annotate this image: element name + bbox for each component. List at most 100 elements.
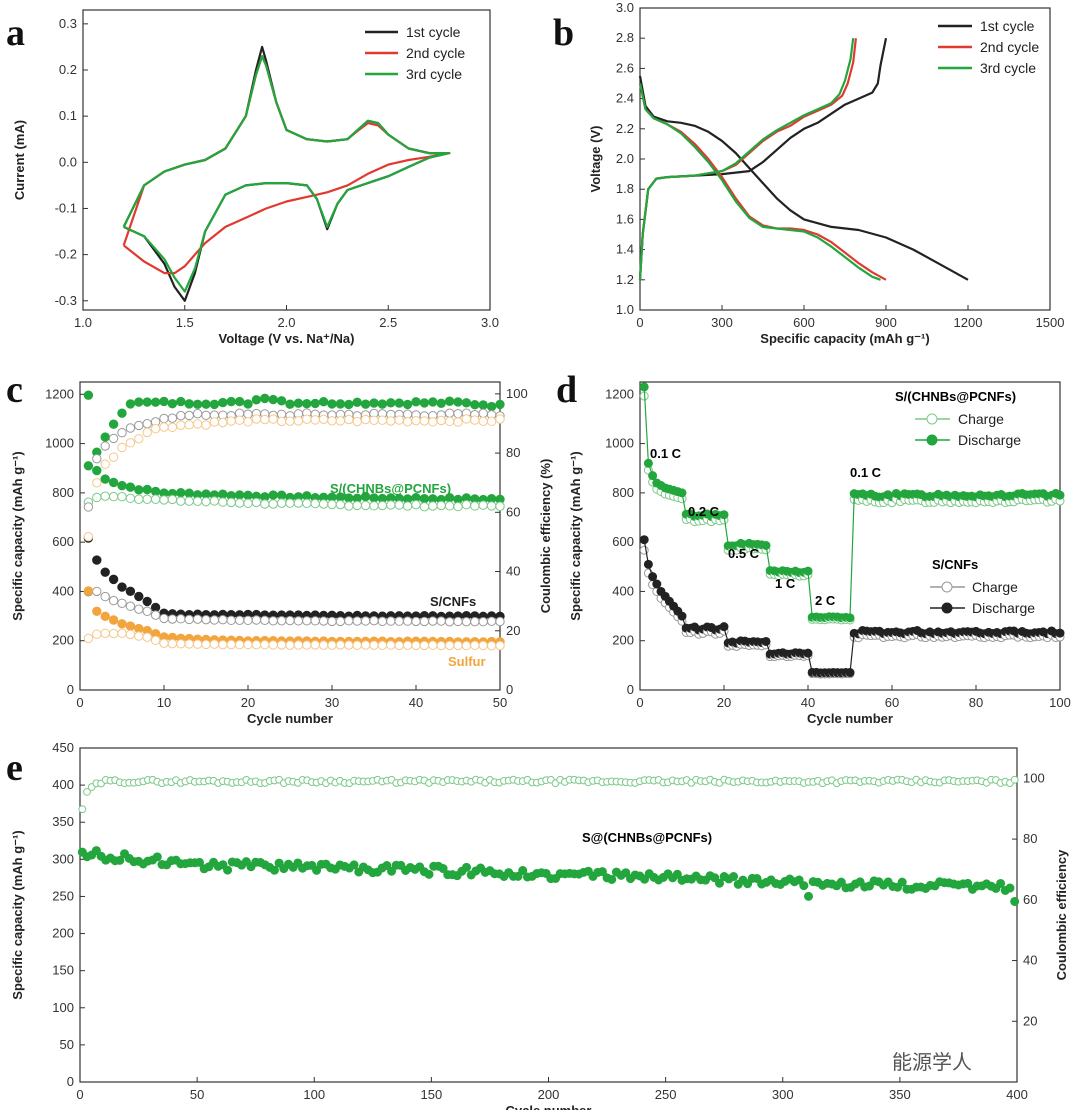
panel-e-y-tick-label: 50 xyxy=(60,1037,74,1052)
panel-c-point xyxy=(428,616,438,626)
panel-c-point xyxy=(125,438,136,448)
panel-c-point xyxy=(100,567,110,577)
panel-c-point xyxy=(83,532,94,542)
panel-c-point xyxy=(461,414,472,424)
panel-c-point xyxy=(411,499,421,510)
panel-c-point xyxy=(377,616,388,627)
panel-c-point xyxy=(444,416,455,427)
panel-e-label: S@(CHNBs@PCNFs) xyxy=(582,830,712,845)
panel-a-line-2nd-cycle xyxy=(122,55,451,275)
panel-c-point xyxy=(478,617,488,627)
panel-c-plot-frame xyxy=(79,381,501,691)
panel-e-capacity-point xyxy=(1010,896,1020,906)
panel-e-capacity-point xyxy=(794,875,804,885)
panel-c-y-tick-label: 400 xyxy=(52,583,74,598)
panel-b-x-tick-label: 0 xyxy=(636,315,643,330)
panel-e-capacity-point xyxy=(387,866,397,876)
panel-b-charge-3rd-cycle xyxy=(638,38,855,280)
panel-c-point xyxy=(201,496,211,507)
panel-e-capacity-point xyxy=(312,865,322,875)
panel-c-point xyxy=(108,628,119,639)
panel-c-y2-tick-label: 80 xyxy=(506,445,520,460)
panel-c-point xyxy=(218,497,228,507)
panel-e-ce-series xyxy=(78,775,1019,814)
panel-c-point xyxy=(293,498,304,508)
panel-c-point xyxy=(436,640,446,651)
panel-c-point xyxy=(335,640,346,650)
panel-c-point xyxy=(276,498,287,508)
panel-c-point xyxy=(419,416,430,426)
panel-b-x-tick-label: 300 xyxy=(711,315,733,330)
panel-c-point xyxy=(83,633,94,644)
panel-c-point xyxy=(369,501,379,511)
panel-c-point xyxy=(285,498,295,508)
panel-c-point xyxy=(310,398,320,409)
panel-c-point xyxy=(453,417,463,427)
panel-c-point xyxy=(159,638,169,648)
panel-c-point xyxy=(209,615,220,625)
panel-a-legend-label: 2nd cycle xyxy=(406,45,465,61)
panel-e-y2-axis-label: Coulombic efficiency xyxy=(1054,849,1069,981)
panel-c-point xyxy=(335,399,346,409)
panel-d-y-tick-label: 1000 xyxy=(605,436,634,451)
panel-c-point xyxy=(134,494,144,504)
panel-c-point xyxy=(251,414,262,424)
panel-c-y2-tick-label: 20 xyxy=(506,623,520,638)
panel-a-y-tick-label: 0.1 xyxy=(59,108,77,123)
panel-d-legend-label: Discharge xyxy=(958,432,1021,448)
panel-a-axes: 1.0 1.5 2.0 2.5 3.0 -0.3 -0.2 -0.1 0.0 0.1 0.2 0.3 V… xyxy=(12,9,499,346)
panel-c-point xyxy=(125,601,136,611)
panel-b-letter: b xyxy=(553,12,574,54)
panel-d-legend-marker xyxy=(926,434,938,446)
panel-c-point xyxy=(486,641,497,651)
panel-c-point xyxy=(344,616,354,626)
panel-c-point xyxy=(335,416,346,426)
panel-c-point xyxy=(108,491,119,502)
panel-e-capacity-point xyxy=(799,881,809,891)
panel-c-point xyxy=(318,640,329,650)
panel-d-cnfs-discharge-line xyxy=(643,539,1060,674)
panel-c-point xyxy=(92,606,102,616)
panel-e-y2-tick-label: 40 xyxy=(1023,953,1037,968)
panel-e-y2-tick-label: 60 xyxy=(1023,892,1037,907)
panel-c-point xyxy=(125,423,136,433)
panel-d-rate-label: 0.1 C xyxy=(850,465,882,480)
panel-c-point xyxy=(453,397,463,407)
panel-a-legend-label: 1st cycle xyxy=(406,24,461,40)
panel-c-point xyxy=(117,628,127,638)
panel-c-point xyxy=(268,499,278,509)
panel-c-point xyxy=(293,616,304,626)
panel-b-legend-label: 1st cycle xyxy=(980,18,1035,34)
panel-e-capacity-point xyxy=(715,878,725,888)
panel-e-x-tick-label: 350 xyxy=(889,1087,911,1102)
panel-c-point xyxy=(125,586,136,597)
panel-c-point xyxy=(318,616,329,626)
panel-c-point xyxy=(218,397,228,408)
panel-c-point xyxy=(394,415,404,425)
panel-e-capacity-point xyxy=(462,862,472,872)
panel-c-point xyxy=(108,433,119,444)
panel-e-y-tick-label: 250 xyxy=(52,888,74,903)
panel-a-letter: a xyxy=(6,12,25,54)
panel-c-point xyxy=(100,441,110,451)
panel-c-point xyxy=(360,616,371,626)
panel-c-point xyxy=(444,617,455,627)
panel-c-point xyxy=(369,640,379,650)
panel-c-point xyxy=(419,616,430,627)
panel-c-point xyxy=(377,399,388,409)
panel-c-point xyxy=(184,614,194,625)
panel-c-point xyxy=(419,398,430,408)
panel-c-y-axis-label: Specific capacity (mAh g⁻¹) xyxy=(10,451,25,620)
panel-c-point xyxy=(218,614,228,625)
panel-e-capacity-point xyxy=(897,877,907,887)
panel-c-point xyxy=(108,452,119,462)
panel-c-point xyxy=(302,640,312,650)
panel-e-capacity-point xyxy=(269,865,279,875)
panel-c-point xyxy=(285,615,295,626)
panel-d-cnfs-discharge-point xyxy=(639,535,649,545)
panel-b-discharge-3rd-cycle xyxy=(638,83,881,281)
panel-e-capacity-point xyxy=(518,866,528,876)
panel-c-point xyxy=(100,591,110,602)
panel-c-point xyxy=(402,501,413,511)
panel-c-point xyxy=(310,498,320,509)
